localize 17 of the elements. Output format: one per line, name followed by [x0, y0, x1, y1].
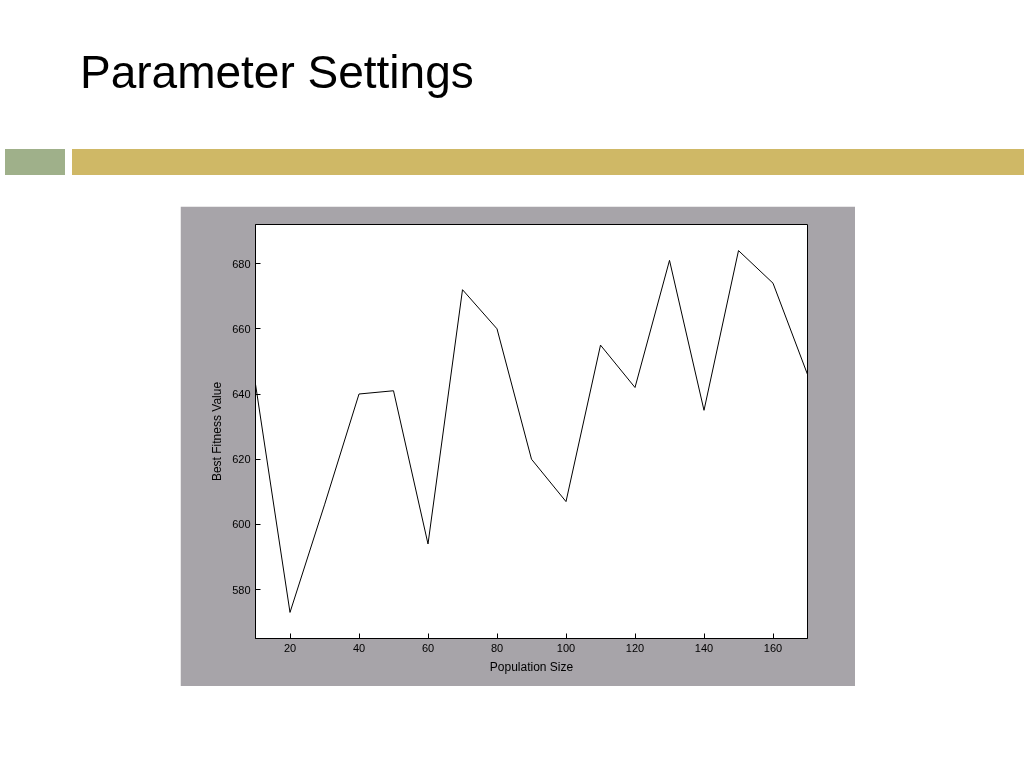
y-tick-label: 620	[232, 453, 251, 466]
x-tick-label: 80	[490, 641, 504, 654]
y-axis-title: Best Fitness Value	[210, 381, 225, 482]
y-tick-label: 600	[232, 518, 251, 531]
x-tick-label: 100	[556, 641, 576, 654]
y-tick-label: 660	[232, 322, 251, 335]
x-tick-label: 20	[283, 641, 297, 654]
y-tick-label: 640	[232, 388, 251, 401]
y-tick-label: 680	[232, 257, 251, 270]
x-tick-label: 140	[694, 641, 714, 654]
x-tick-label: 60	[421, 641, 435, 654]
x-tick-label: 160	[763, 641, 783, 654]
y-tick-label: 580	[232, 583, 251, 596]
chart-title: Parameter Settings	[80, 45, 474, 100]
x-tick-label: 120	[625, 641, 645, 654]
x-tick-label: 40	[352, 641, 366, 654]
x-axis-title: Population Size	[489, 659, 574, 674]
